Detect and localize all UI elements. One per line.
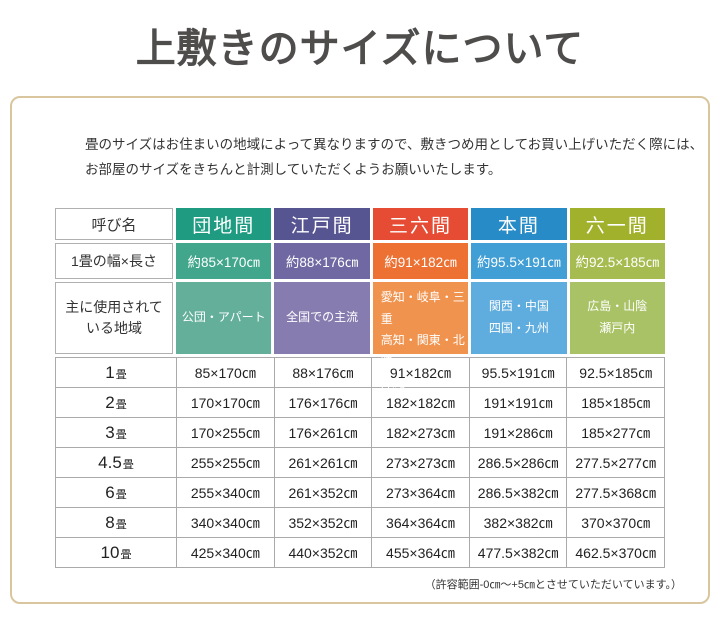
size-value-cell: 286.5×382㎝ <box>468 477 568 508</box>
region-row-label: 主に使用されて いる地域 <box>55 282 173 354</box>
size-value-cell: 273×364㎝ <box>371 477 470 508</box>
corner-label-cell: 呼び名 <box>55 208 173 240</box>
size-value-cell: 440×352㎝ <box>273 537 373 568</box>
column-header-cell: 三六間 <box>372 208 469 240</box>
mat-count-cell: 6畳 <box>55 477 177 508</box>
table-row: 10畳 425×340㎝ 440×352㎝ 455×364㎝ 477.5×382㎝ 462… <box>55 537 665 568</box>
size-value-cell: 176×261㎝ <box>273 417 373 448</box>
size-value-cell: 255×340㎝ <box>176 477 275 508</box>
region-row-label-line: 主に使用されて <box>65 299 163 315</box>
region-line: 公団・アパート <box>181 310 266 325</box>
mat-unit: 畳 <box>120 548 132 561</box>
table-row: 2畳 170×170㎝ 176×176㎝ 182×182㎝ 191×191㎝ 185×18… <box>55 387 665 418</box>
size-value-cell: 352×352㎝ <box>273 507 373 538</box>
mat-unit: 畳 <box>122 458 134 471</box>
region-cell: 愛知・岐阜・三重 高知・関東・北陸 沖縄 <box>372 282 469 390</box>
size-value-cell: 462.5×370㎝ <box>566 537 665 568</box>
size-value-cell: 370×370㎝ <box>566 507 665 538</box>
mat-count: 4.5 <box>98 452 122 472</box>
mat-count: 8 <box>105 512 115 532</box>
mat-count: 10 <box>100 542 120 562</box>
mat-count: 3 <box>105 422 115 442</box>
size-value-cell: 425×340㎝ <box>176 537 275 568</box>
size-value-cell: 170×170㎝ <box>176 387 275 418</box>
mat-count-cell: 4.5畳 <box>55 447 177 478</box>
size-value-cell: 340×340㎝ <box>176 507 275 538</box>
column-header-cell: 六一間 <box>569 208 665 240</box>
region-line: 全国での主流 <box>286 310 359 325</box>
size-value-cell: 455×364㎝ <box>371 537 470 568</box>
table-row: 3畳 170×255㎝ 176×261㎝ 182×273㎝ 191×286㎝ 185×27… <box>55 417 665 448</box>
mat-count-cell: 3畳 <box>55 417 177 448</box>
size-value-cell: 176×176㎝ <box>273 387 373 418</box>
size-value-cell: 185×185㎝ <box>566 387 665 418</box>
one-mat-size-cell: 約91×182㎝ <box>372 243 469 279</box>
size-value-cell: 92.5×185㎝ <box>566 357 665 388</box>
mat-count-cell: 8畳 <box>55 507 177 538</box>
page-title: 上敷きのサイズについて <box>135 26 585 71</box>
size-value-cell: 382×382㎝ <box>468 507 568 538</box>
size-value-cell: 191×191㎝ <box>468 387 568 418</box>
size-value-cell: 185×277㎝ <box>566 417 665 448</box>
size-value-cell: 182×273㎝ <box>371 417 470 448</box>
region-cell: 公団・アパート <box>176 282 272 354</box>
column-header-cell: 本間 <box>471 208 567 240</box>
width-row-label: 1畳の幅×長さ <box>55 243 173 279</box>
region-cell: 広島・山陰 瀬戸内 <box>569 282 665 354</box>
region-cell: 関西・中国四国・九州 <box>471 282 567 354</box>
table-row: 6畳 255×340㎝ 261×352㎝ 273×364㎝ 286.5×382㎝ 277.… <box>55 477 665 508</box>
region-line: 愛知・岐阜・三重 <box>380 290 465 326</box>
intro-line-2: お部屋のサイズをきちんと計測していただくようお願いいたします。 <box>85 162 502 177</box>
size-value-cell: 261×261㎝ <box>273 447 373 478</box>
footnote: （許容範囲-0㎝～+5㎝とさせていただいています。） <box>424 579 682 591</box>
region-line: 四国・九州 <box>488 321 549 335</box>
column-header-cell: 江戸間 <box>274 208 370 240</box>
mat-unit: 畳 <box>115 428 127 441</box>
one-mat-size-cell: 約85×170㎝ <box>176 243 272 279</box>
mat-count-cell: 1畳 <box>55 357 177 388</box>
size-value-cell: 255×255㎝ <box>176 447 275 478</box>
table-row: 4.5畳 255×255㎝ 261×261㎝ 273×273㎝ 286.5×286㎝ 27… <box>55 447 665 478</box>
size-value-cell: 182×182㎝ <box>371 387 470 418</box>
intro-line-1: 畳のサイズはお住まいの地域によって異なりますので、敷きつめ用としてお買い上げいた… <box>85 137 704 152</box>
size-value-cell: 88×176㎝ <box>273 357 373 388</box>
table-row: 8畳 340×340㎝ 352×352㎝ 364×364㎝ 382×382㎝ 370×37… <box>55 507 665 538</box>
size-value-cell: 286.5×286㎝ <box>468 447 568 478</box>
one-mat-size-cell: 約88×176㎝ <box>274 243 370 279</box>
table-head-grid: 呼び名 団地間 江戸間 三六間 本間 六一間 1畳の幅×長さ 約85×170㎝ 約88×176㎝… <box>55 208 665 390</box>
size-value-cell: 95.5×191㎝ <box>468 357 568 388</box>
size-value-cell: 261×352㎝ <box>273 477 373 508</box>
size-value-cell: 85×170㎝ <box>176 357 275 388</box>
mat-unit: 畳 <box>115 518 127 531</box>
one-mat-size-cell: 約92.5×185㎝ <box>569 243 665 279</box>
region-row-label-line: いる地域 <box>86 320 142 336</box>
mat-unit: 畳 <box>115 368 127 381</box>
size-value-cell: 477.5×382㎝ <box>468 537 568 568</box>
size-value-cell: 91×182㎝ <box>371 357 470 388</box>
size-value-cell: 277.5×277㎝ <box>566 447 665 478</box>
size-value-cell: 273×273㎝ <box>371 447 470 478</box>
mat-unit: 畳 <box>115 398 127 411</box>
region-cell: 全国での主流 <box>274 282 370 354</box>
intro-paragraph: 畳のサイズはお住まいの地域によって異なりますので、敷きつめ用としてお買い上げいた… <box>85 132 708 182</box>
size-value-cell: 277.5×368㎝ <box>566 477 665 508</box>
mat-count-cell: 2畳 <box>55 387 177 418</box>
size-value-cell: 191×286㎝ <box>468 417 568 448</box>
mat-count: 6 <box>105 482 115 502</box>
content-frame: 畳のサイズはお住まいの地域によって異なりますので、敷きつめ用としてお買い上げいた… <box>10 96 710 604</box>
region-line: 瀬戸内 <box>599 321 636 335</box>
mat-count-cell: 10畳 <box>55 537 177 568</box>
size-data-table: 1畳 85×170㎝ 88×176㎝ 91×182㎝ 95.5×191㎝ 92.5×185… <box>55 357 665 568</box>
size-data-table-body: 1畳 85×170㎝ 88×176㎝ 91×182㎝ 95.5×191㎝ 92.5×185… <box>55 357 665 568</box>
mat-unit: 畳 <box>115 488 127 501</box>
size-value-cell: 170×255㎝ <box>176 417 275 448</box>
column-header-cell: 団地間 <box>176 208 272 240</box>
one-mat-size-cell: 約95.5×191㎝ <box>471 243 567 279</box>
mat-count: 1 <box>105 362 115 382</box>
region-line: 関西・中国 <box>488 299 549 314</box>
table-row: 1畳 85×170㎝ 88×176㎝ 91×182㎝ 95.5×191㎝ 92.5×185… <box>55 357 665 388</box>
mat-count: 2 <box>105 392 115 412</box>
size-value-cell: 364×364㎝ <box>371 507 470 538</box>
region-line: 広島・山陰 <box>587 299 648 314</box>
